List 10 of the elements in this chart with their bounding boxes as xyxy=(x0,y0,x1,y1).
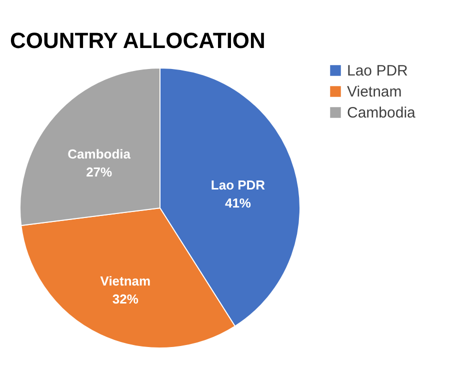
legend-label: Cambodia xyxy=(347,104,416,122)
data-label: 27% xyxy=(86,164,113,180)
chart-title: COUNTRY ALLOCATION xyxy=(10,28,266,53)
legend-label: Lao PDR xyxy=(347,62,408,80)
data-label: 41% xyxy=(224,195,252,210)
slice-label: Cambodia xyxy=(68,146,132,162)
slice-label: Lao PDR xyxy=(210,177,266,192)
legend-label: Vietnam xyxy=(347,84,402,100)
data-label: 32% xyxy=(112,291,139,306)
slice-label: Vietnam xyxy=(100,273,151,288)
